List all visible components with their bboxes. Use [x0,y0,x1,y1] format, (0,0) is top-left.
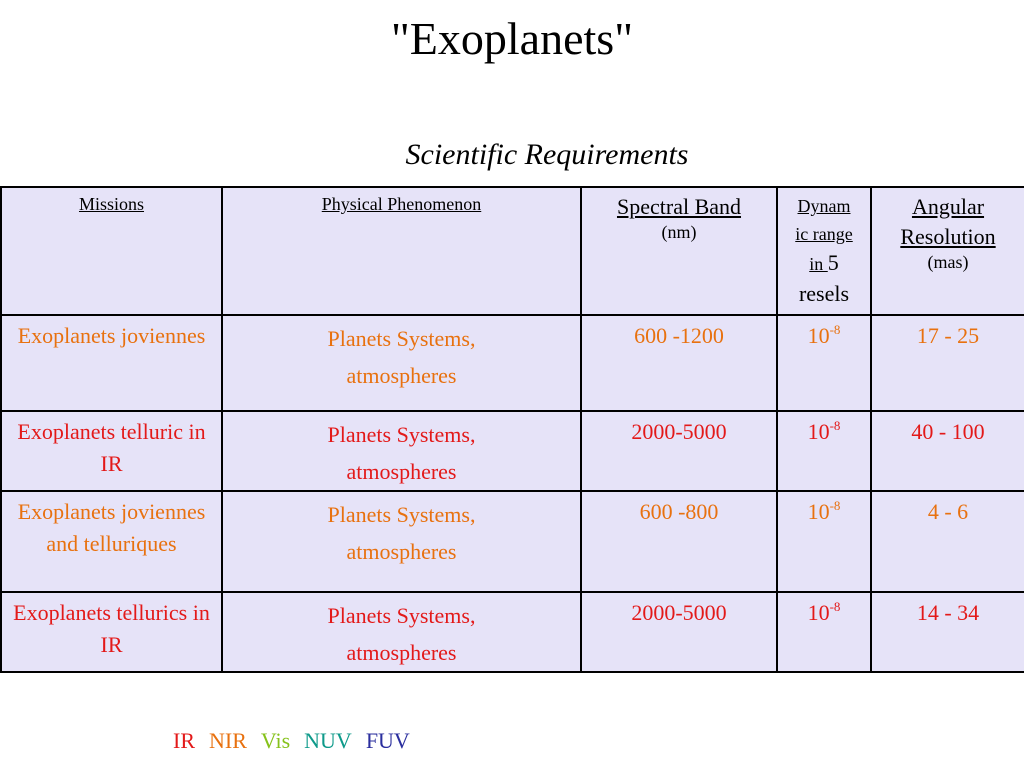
dynamic-range-base: 10 [807,499,830,524]
slide-title: "Exoplanets" [391,13,633,64]
spectral-band-value: 2000-5000 [631,600,727,625]
cell-dynamic-range: 10-8 [776,314,872,412]
header-angular-unit: (mas) [927,252,969,272]
header-missions: Missions [0,186,223,316]
table-row: Exoplanets joviennes and telluriques Plan… [0,490,1024,593]
phenomenon-line-2: atmospheres [346,363,457,388]
legend-item: NIR [209,728,247,753]
cell-angular-resolution: 4 - 6 [870,490,1024,593]
phenomenon-line-2: atmospheres [346,459,457,484]
cell-mission: Exoplanets joviennes and telluriques [0,490,223,593]
header-dynamic-range-resels: resels [798,281,850,306]
mission-name: Exoplanets tellurics in IR [13,600,210,657]
dynamic-range-exponent: -8 [829,599,841,614]
dynamic-range-exponent: -8 [829,418,841,433]
cell-phenomenon: Planets Systems, atmospheres [221,591,582,673]
header-phenomenon: Physical Phenomenon [221,186,582,316]
header-dynamic-range-line2: ic range [795,224,853,244]
header-spectral-band: Spectral Band (nm) [580,186,778,316]
angular-resolution-value: 14 - 34 [916,600,980,625]
cell-dynamic-range: 10-8 [776,410,872,492]
cell-phenomenon: Planets Systems, atmospheres [221,314,582,412]
legend-item: NUV [304,728,352,753]
cell-mission: Exoplanets tellurics in IR [0,591,223,673]
phenomenon-line-1: Planets Systems, [327,603,476,628]
band-legend: IR NIR Vis NUV FUV [173,727,424,755]
phenomenon-line-1: Planets Systems, [327,326,476,351]
header-spectral-band-unit: (nm) [661,222,697,242]
header-phenomenon-label: Physical Phenomenon [321,194,482,214]
header-angular-label: Angular Resolution [900,194,996,249]
cell-mission: Exoplanets joviennes [0,314,223,412]
cell-angular-resolution: 14 - 34 [870,591,1024,673]
table-row: Exoplanets joviennes Planets Systems, atmo… [0,314,1024,412]
phenomenon-line-1: Planets Systems, [327,422,476,447]
cell-angular-resolution: 40 - 100 [870,410,1024,492]
spectral-band-value: 600 -800 [639,499,719,524]
spectral-band-value: 600 -1200 [634,323,724,348]
cell-spectral-band: 600 -800 [580,490,778,593]
dynamic-range-base: 10 [807,323,830,348]
table-row: Exoplanets tellurics in IR Planets System… [0,591,1024,673]
header-row: Missions Physical Phenomenon Spectral Ba… [0,186,1024,316]
spectral-band-value: 2000-5000 [631,419,727,444]
table-subtitle: Scientific Requirements [405,138,689,171]
angular-resolution-value: 40 - 100 [911,419,985,444]
cell-phenomenon: Planets Systems, atmospheres [221,490,582,593]
phenomenon-line-2: atmospheres [346,539,457,564]
cell-dynamic-range: 10-8 [776,591,872,673]
dynamic-range-base: 10 [807,419,830,444]
angular-resolution-value: 4 - 6 [927,499,969,524]
phenomenon-line-1: Planets Systems, [327,502,476,527]
cell-mission: Exoplanets telluric in IR [0,410,223,492]
dynamic-range-exponent: -8 [829,322,841,337]
angular-resolution-value: 17 - 25 [916,323,980,348]
mission-name: Exoplanets joviennes and telluriques [17,499,206,556]
header-dynamic-range-line1: Dynam [797,196,851,216]
cell-spectral-band: 2000-5000 [580,591,778,673]
header-spectral-band-label: Spectral Band [616,194,742,219]
header-angular-resolution: Angular Resolution (mas) [870,186,1024,316]
cell-angular-resolution: 17 - 25 [870,314,1024,412]
header-dynamic-range-number: 5 [827,250,839,275]
dynamic-range-exponent: -8 [829,498,841,513]
legend-item: Vis [260,728,291,753]
table-row: Exoplanets telluric in IR Planets Systems… [0,410,1024,492]
cell-phenomenon: Planets Systems, atmospheres [221,410,582,492]
legend-item: FUV [365,728,410,753]
phenomenon-line-2: atmospheres [346,640,457,665]
header-missions-label: Missions [78,194,145,214]
dynamic-range-base: 10 [807,600,830,625]
header-dynamic-range: Dynam ic range in 5 resels [776,186,872,316]
mission-name: Exoplanets telluric in IR [17,419,206,476]
requirements-table: Missions Physical Phenomenon Spectral Ba… [0,186,1024,673]
cell-spectral-band: 2000-5000 [580,410,778,492]
mission-name: Exoplanets joviennes [17,323,206,348]
cell-dynamic-range: 10-8 [776,490,872,593]
cell-spectral-band: 600 -1200 [580,314,778,412]
header-dynamic-range-line3: in [809,254,828,274]
legend-item: IR [173,728,195,753]
